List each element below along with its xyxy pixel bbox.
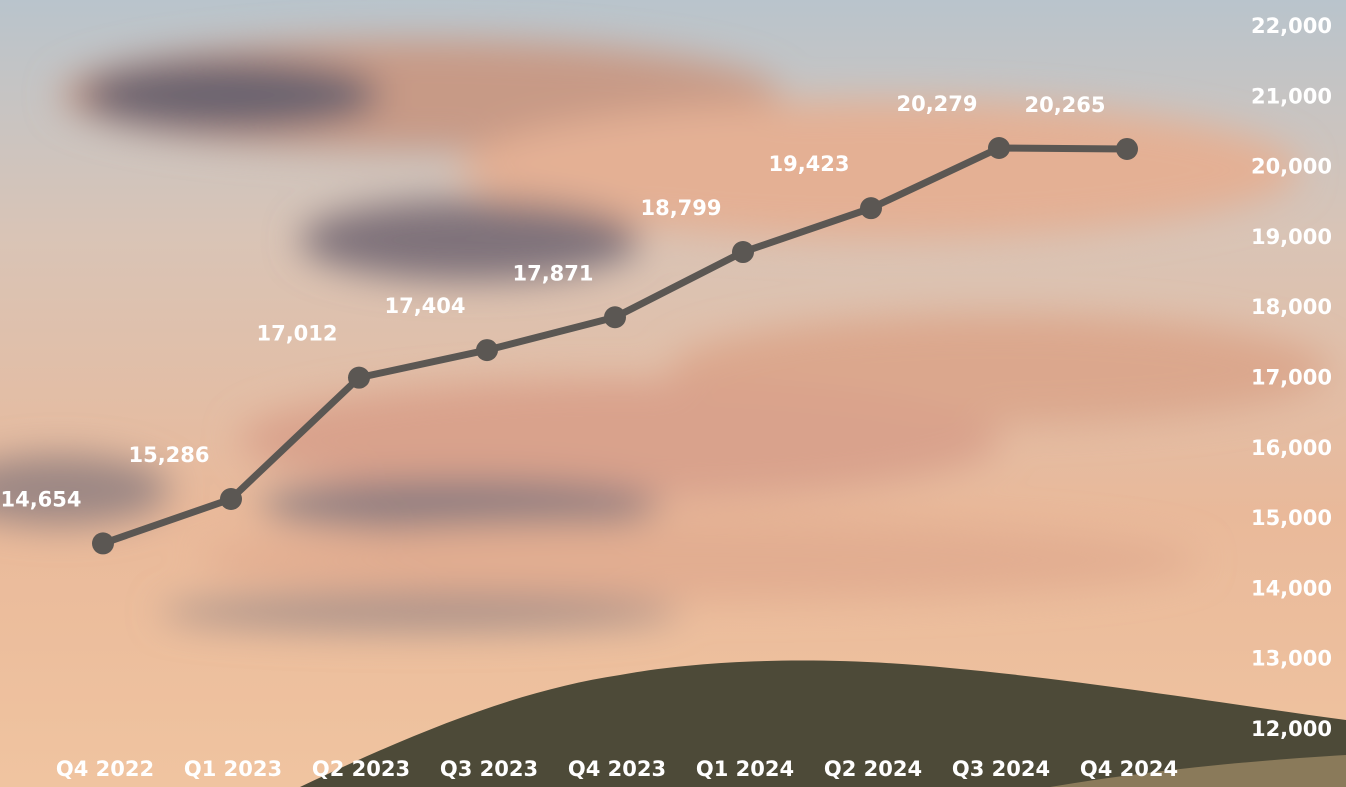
y-tick-label: 16,000	[1251, 436, 1332, 460]
value-label: 20,279	[896, 92, 977, 116]
y-tick-label: 14,000	[1251, 576, 1332, 600]
x-tick-label: Q4 2023	[568, 757, 666, 781]
x-tick-label: Q3 2023	[440, 757, 538, 781]
point	[988, 137, 1010, 159]
x-tick-label: Q1 2023	[184, 757, 282, 781]
x-tick-label: Q4 2024	[1080, 757, 1178, 781]
y-tick-label: 15,000	[1251, 506, 1332, 530]
value-label: 18,799	[640, 196, 721, 220]
y-tick-label: 17,000	[1251, 366, 1332, 390]
point	[92, 532, 114, 554]
chart: 12,000 13,000 14,000 15,000 16,000 17,000 18,0…	[0, 0, 1346, 787]
point	[220, 488, 242, 510]
x-tick-label: Q2 2023	[312, 757, 410, 781]
value-label: 17,404	[384, 294, 465, 318]
point	[604, 306, 626, 328]
point	[1116, 138, 1138, 160]
line	[103, 148, 1127, 543]
point	[476, 339, 498, 361]
x-tick-label: Q1 2024	[696, 757, 794, 781]
x-tick-label: Q4 2022	[56, 757, 154, 781]
y-tick-label: 18,000	[1251, 295, 1332, 319]
value-label: 20,265	[1024, 93, 1105, 117]
y-tick-label: 19,000	[1251, 225, 1332, 249]
point	[348, 367, 370, 389]
value-label: 17,871	[512, 261, 593, 285]
value-label: 15,286	[128, 443, 209, 467]
y-tick-label: 13,000	[1251, 647, 1332, 671]
point	[860, 197, 882, 219]
point	[732, 241, 754, 263]
value-label: 17,012	[256, 322, 337, 346]
x-tick-label: Q3 2024	[952, 757, 1050, 781]
y-tick-label: 12,000	[1251, 717, 1332, 741]
y-tick-label: 22,000	[1251, 14, 1332, 38]
value-label: 19,423	[768, 152, 849, 176]
value-label: 14,654	[0, 487, 81, 511]
y-tick-label: 20,000	[1251, 155, 1332, 179]
x-tick-label: Q2 2024	[824, 757, 922, 781]
y-tick-label: 21,000	[1251, 84, 1332, 108]
